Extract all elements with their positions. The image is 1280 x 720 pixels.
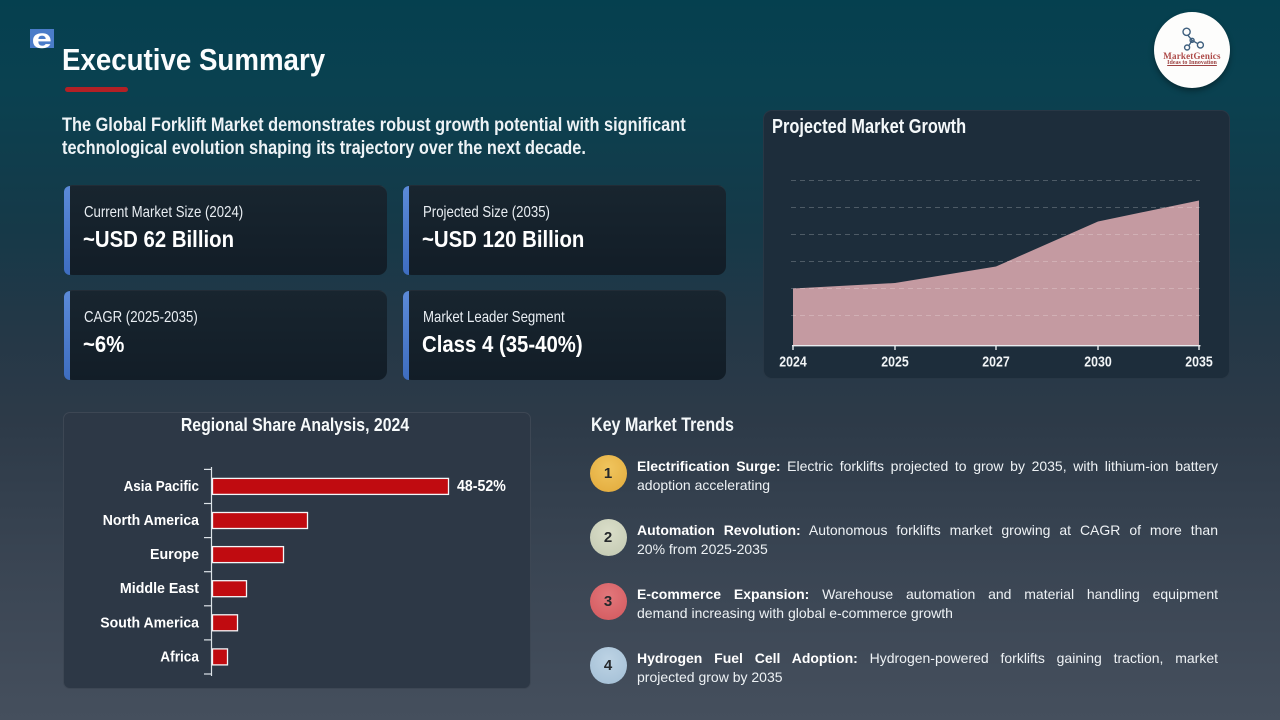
svg-text:South America: South America bbox=[100, 614, 199, 631]
svg-text:Middle East: Middle East bbox=[120, 580, 199, 597]
svg-text:North America: North America bbox=[103, 512, 200, 529]
svg-text:2035: 2035 bbox=[1185, 354, 1213, 371]
svg-text:2030: 2030 bbox=[1084, 354, 1112, 371]
svg-text:2024: 2024 bbox=[779, 354, 807, 371]
svg-text:2027: 2027 bbox=[982, 354, 1010, 371]
svg-text:Asia Pacific: Asia Pacific bbox=[124, 478, 199, 495]
svg-text:2025: 2025 bbox=[881, 354, 909, 371]
svg-text:Europe: Europe bbox=[150, 546, 199, 563]
svg-text:48-52%: 48-52% bbox=[457, 478, 506, 495]
svg-text:Africa: Africa bbox=[160, 648, 199, 665]
